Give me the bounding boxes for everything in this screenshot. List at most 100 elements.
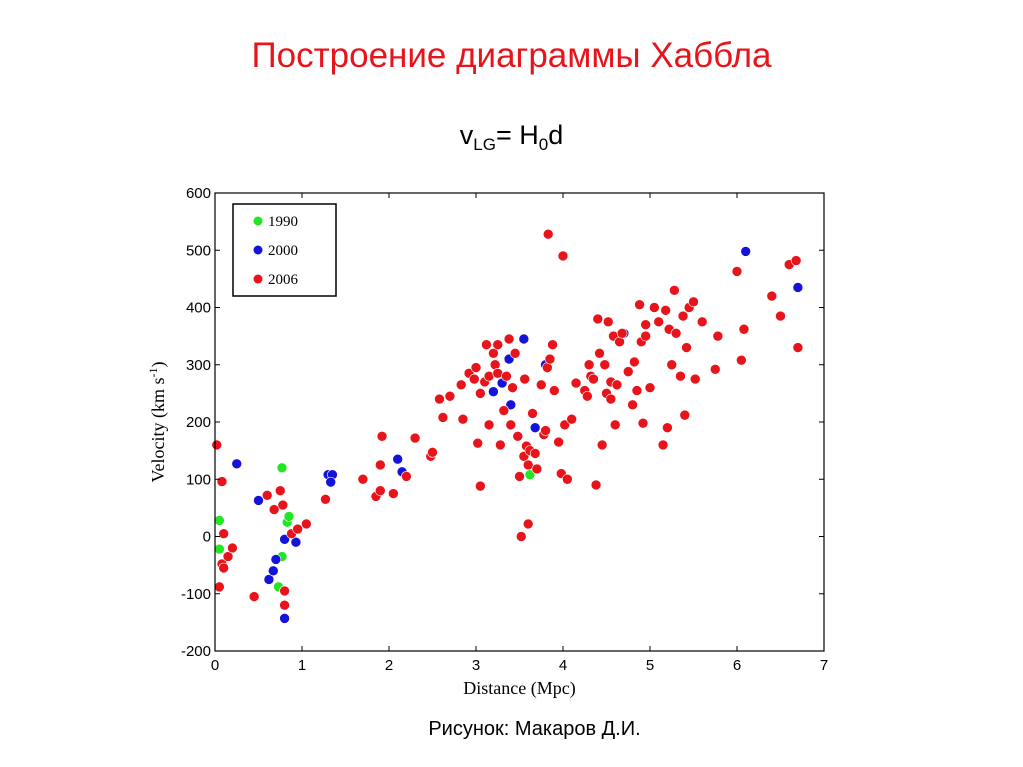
y-tick-label: 500 [186, 242, 211, 259]
point-2006 [512, 431, 524, 442]
y-axis-label-text: Velocity (km s [148, 378, 169, 483]
point-2006 [427, 447, 438, 458]
point-2006 [261, 489, 273, 501]
point-2006 [515, 531, 527, 542]
point-2006 [540, 425, 551, 436]
point-2000 [263, 574, 275, 585]
y-axis-label-close: ) [148, 362, 169, 368]
point-2006 [712, 330, 724, 342]
x-tick-label: 7 [820, 657, 828, 674]
legend-marker-1990 [253, 216, 263, 226]
y-tick-label: 0 [203, 529, 211, 546]
legend-marker-2000 [253, 245, 263, 255]
point-2006 [792, 342, 804, 353]
point-2006 [562, 473, 573, 485]
point-2006 [590, 479, 602, 491]
point-2000 [290, 536, 302, 548]
point-2006 [557, 250, 569, 262]
point-1990 [283, 511, 295, 522]
legend-box [232, 203, 337, 297]
point-2006 [374, 485, 386, 497]
point-2006 [582, 390, 593, 402]
point-2006 [666, 359, 678, 371]
point-2006 [475, 388, 486, 399]
point-2006 [374, 459, 386, 471]
point-2000 [253, 495, 264, 506]
point-2006 [455, 379, 467, 391]
legend-label-2000: 2000 [268, 243, 298, 259]
point-2000 [740, 246, 752, 257]
point-2000 [392, 453, 404, 465]
point-2006 [268, 504, 280, 515]
legend-marker-2006 [253, 274, 263, 284]
point-1990 [214, 543, 225, 555]
point-2006 [529, 448, 541, 459]
point-2006 [553, 436, 564, 448]
point-2006 [503, 333, 515, 345]
y-tick-label: 100 [186, 471, 211, 488]
point-2006 [492, 339, 504, 351]
point-2006 [547, 339, 558, 351]
point-2006 [605, 393, 617, 405]
point-2006 [535, 379, 547, 391]
point-2000 [279, 534, 290, 545]
point-2006 [320, 493, 331, 505]
point-2006 [594, 347, 605, 359]
point-2006 [696, 316, 708, 328]
point-2006 [670, 327, 682, 339]
legend-label-2006: 2006 [268, 272, 299, 288]
point-2006 [527, 408, 538, 419]
point-2006 [662, 422, 673, 434]
x-tick-label: 1 [298, 657, 306, 674]
point-2006 [457, 413, 469, 425]
point-1990 [276, 462, 288, 474]
point-2006 [634, 299, 645, 310]
x-axis-label: Distance (Mpc) [463, 678, 575, 699]
point-2006 [531, 463, 543, 475]
point-2006 [279, 599, 290, 611]
point-2006 [218, 562, 229, 574]
formula-v-subscript: LG [473, 135, 496, 154]
point-2006 [501, 370, 512, 382]
point-2006 [357, 473, 369, 485]
point-2006 [211, 439, 223, 451]
point-2006 [602, 316, 614, 328]
data-points [211, 228, 804, 624]
point-2006 [637, 417, 649, 429]
y-tick-label: -200 [181, 643, 211, 660]
point-2000 [325, 476, 337, 488]
point-2006 [688, 296, 699, 308]
x-tick-label: 4 [559, 657, 567, 674]
point-2006 [596, 439, 608, 451]
point-2006 [505, 419, 517, 431]
point-2006 [629, 356, 640, 368]
point-2006 [522, 459, 534, 471]
point-2006 [640, 319, 651, 330]
point-2006 [522, 518, 534, 530]
point-2000 [270, 554, 282, 565]
x-tick-label: 2 [385, 657, 393, 674]
point-2006 [599, 359, 611, 371]
point-2006 [444, 390, 456, 402]
point-2000 [505, 399, 517, 411]
point-2006 [738, 323, 750, 335]
slide-title: Построение диаграммы Хаббла [251, 36, 772, 75]
point-2006 [468, 373, 480, 385]
point-2006 [548, 385, 560, 396]
point-2006 [509, 347, 521, 359]
point-2006 [292, 523, 303, 535]
x-tick-label: 3 [472, 657, 480, 674]
point-2006 [481, 339, 492, 351]
point-2006 [216, 476, 228, 487]
point-2006 [437, 412, 449, 423]
point-1990 [214, 515, 225, 526]
point-2006 [472, 437, 484, 449]
point-2006 [675, 370, 686, 382]
point-2006 [583, 359, 595, 371]
legend-label-1990: 1990 [268, 214, 298, 230]
point-2006 [644, 382, 656, 393]
point-2006 [514, 471, 525, 482]
formula-d: d [548, 120, 564, 150]
point-2006 [248, 591, 260, 602]
